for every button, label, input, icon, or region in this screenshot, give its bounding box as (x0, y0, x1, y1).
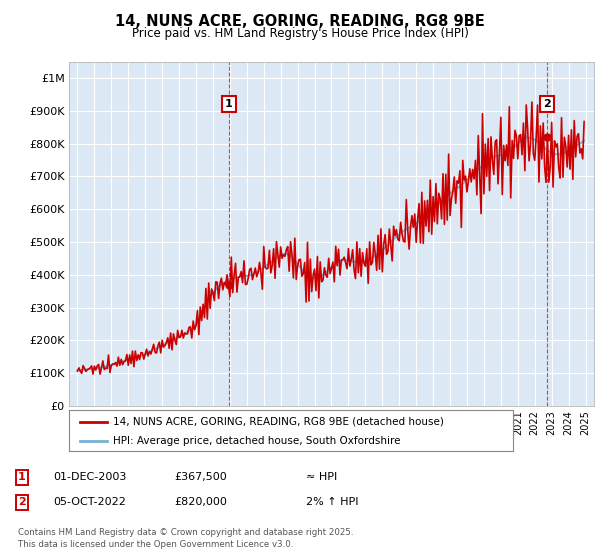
Text: 1: 1 (18, 472, 26, 482)
Text: £820,000: £820,000 (174, 497, 227, 507)
Text: £367,500: £367,500 (174, 472, 227, 482)
Text: 14, NUNS ACRE, GORING, READING, RG8 9BE: 14, NUNS ACRE, GORING, READING, RG8 9BE (115, 14, 485, 29)
Text: HPI: Average price, detached house, South Oxfordshire: HPI: Average price, detached house, Sout… (113, 436, 401, 446)
Text: 01-DEC-2003: 01-DEC-2003 (53, 472, 126, 482)
Text: 1: 1 (224, 99, 232, 109)
Text: ≈ HPI: ≈ HPI (306, 472, 337, 482)
Text: Contains HM Land Registry data © Crown copyright and database right 2025.
This d: Contains HM Land Registry data © Crown c… (18, 528, 353, 549)
Text: 2: 2 (544, 99, 551, 109)
Text: 2% ↑ HPI: 2% ↑ HPI (306, 497, 359, 507)
Text: Price paid vs. HM Land Registry's House Price Index (HPI): Price paid vs. HM Land Registry's House … (131, 27, 469, 40)
Text: 05-OCT-2022: 05-OCT-2022 (53, 497, 125, 507)
Text: 14, NUNS ACRE, GORING, READING, RG8 9BE (detached house): 14, NUNS ACRE, GORING, READING, RG8 9BE … (113, 417, 444, 427)
Text: 2: 2 (18, 497, 26, 507)
